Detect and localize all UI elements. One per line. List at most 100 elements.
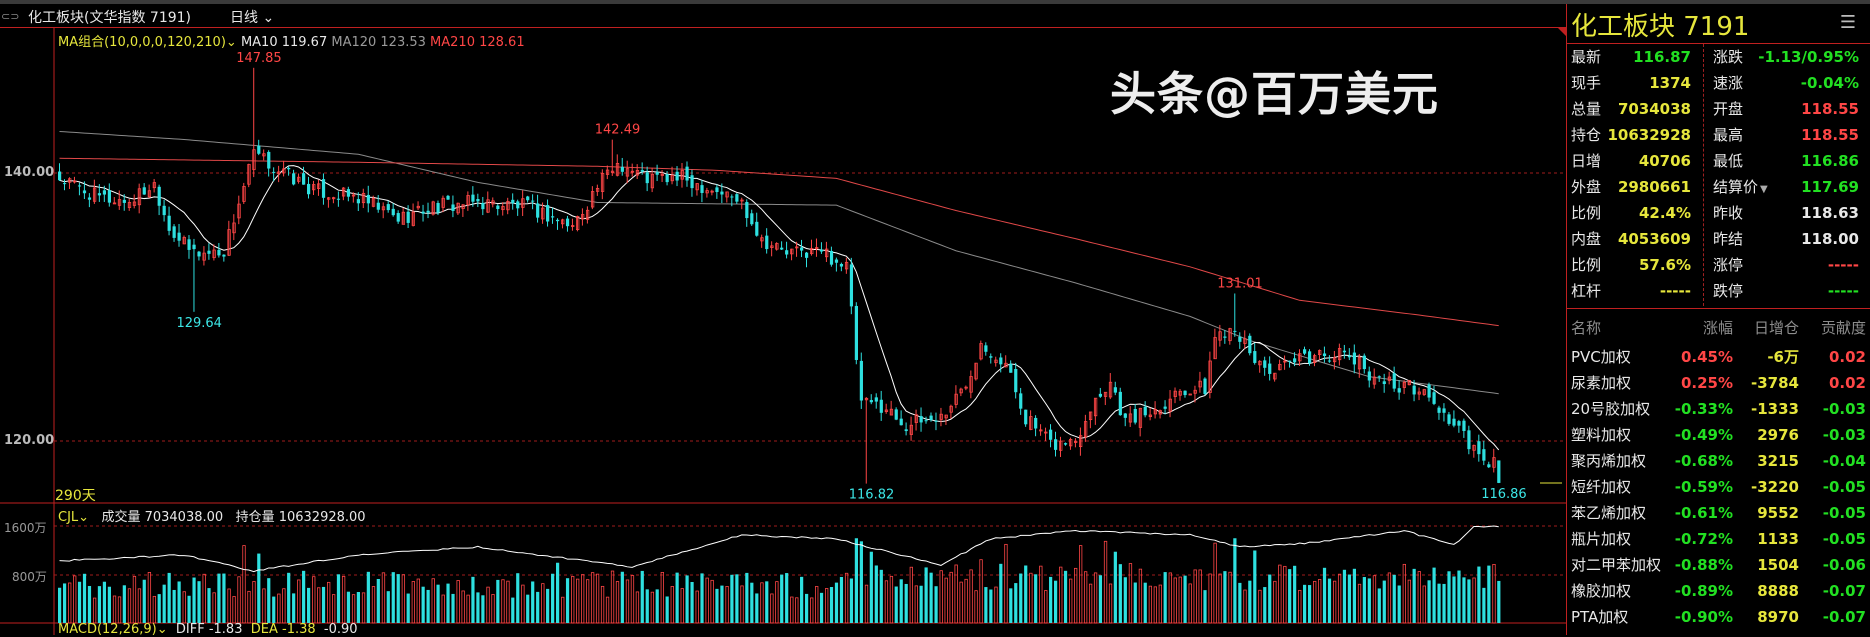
volume-bar bbox=[999, 563, 1003, 623]
candle-body bbox=[685, 166, 689, 181]
volume-bar bbox=[127, 588, 132, 624]
quote-label-group: 速涨 bbox=[1713, 70, 1743, 96]
list-item[interactable]: PTA加权 -0.90% 8970 -0.07 bbox=[1567, 604, 1870, 630]
item-change: -0.61% bbox=[1674, 504, 1733, 522]
candle-body bbox=[1079, 435, 1083, 448]
quote-value: 2980661 bbox=[1617, 178, 1691, 196]
candle-body bbox=[630, 170, 635, 173]
candle-body bbox=[1263, 360, 1267, 368]
col-contribution[interactable]: 贡献度 bbox=[1820, 319, 1866, 337]
candle-body bbox=[516, 201, 520, 209]
col-oi-change[interactable]: 日增仓 bbox=[1753, 319, 1799, 337]
list-item[interactable]: 短纤加权 -0.59% -3220 -0.05 bbox=[1567, 474, 1870, 500]
candle-body bbox=[795, 246, 799, 249]
kline-chart[interactable]: 147.85 129.64 142.49 131.01 116.82 116.86 bbox=[0, 0, 1566, 635]
list-item[interactable]: 聚丙烯加权 -0.68% 3215 -0.04 bbox=[1567, 448, 1870, 474]
list-item[interactable]: 塑料加权 -0.49% 2976 -0.03 bbox=[1567, 422, 1870, 448]
candle-body bbox=[954, 393, 958, 405]
volume-bar bbox=[1168, 572, 1172, 624]
chevron-down-icon[interactable]: ⌄ bbox=[156, 622, 168, 637]
caret-down-icon[interactable]: ▼ bbox=[1760, 184, 1768, 195]
candle-body bbox=[376, 202, 380, 210]
candle-body bbox=[1487, 464, 1491, 468]
volume-indicator-selector[interactable]: CJL bbox=[58, 510, 79, 525]
quote-label-group: 昨收 bbox=[1713, 200, 1743, 226]
candle-body bbox=[162, 205, 166, 216]
volume-bar bbox=[1268, 574, 1272, 623]
candle-body bbox=[336, 198, 341, 200]
candle-body bbox=[451, 204, 455, 211]
candle-body bbox=[964, 386, 968, 389]
candle-body bbox=[401, 211, 406, 225]
volume-bar bbox=[426, 589, 430, 623]
list-item[interactable]: 尿素加权 0.25% -3784 0.02 bbox=[1567, 370, 1870, 396]
candle-body bbox=[576, 216, 580, 231]
chevron-down-icon[interactable]: ⌄ bbox=[225, 35, 241, 50]
volume-bar bbox=[561, 596, 565, 624]
candle-body bbox=[327, 197, 331, 200]
volume-bar bbox=[1113, 551, 1117, 623]
candle-body bbox=[590, 191, 595, 208]
volume-bar bbox=[1387, 572, 1392, 624]
chevron-down-icon[interactable]: ⌄ bbox=[78, 510, 90, 525]
candle-body bbox=[989, 356, 993, 358]
volume-bar bbox=[1288, 569, 1292, 623]
volume-bar bbox=[1178, 576, 1182, 624]
candle-body bbox=[122, 199, 126, 203]
candle-body bbox=[441, 197, 445, 208]
volume-bar bbox=[366, 571, 370, 623]
volume-bar bbox=[302, 570, 306, 623]
volume-bar bbox=[750, 582, 754, 623]
candle-body bbox=[1233, 330, 1237, 332]
volume-bar bbox=[1283, 565, 1287, 624]
list-item[interactable]: 苯乙烯加权 -0.61% 9552 -0.05 bbox=[1567, 500, 1870, 526]
list-item[interactable]: 对二甲苯加权 -0.88% 1504 -0.06 bbox=[1567, 552, 1870, 578]
link-icon[interactable]: ⊂⊃ bbox=[1, 10, 20, 23]
volume-bar bbox=[1163, 572, 1167, 623]
candle-body bbox=[760, 237, 764, 242]
macd-indicator-selector[interactable]: MACD(12,26,9) bbox=[58, 622, 157, 637]
col-change[interactable]: 涨幅 bbox=[1702, 319, 1733, 337]
volume-bar bbox=[1228, 571, 1232, 624]
list-item[interactable]: 橡胶加权 -0.89% 8888 -0.07 bbox=[1567, 578, 1870, 604]
volume-bar bbox=[690, 581, 694, 623]
volume-bar bbox=[157, 594, 161, 623]
volume-bar bbox=[1347, 574, 1352, 623]
volume-bar bbox=[1103, 540, 1108, 624]
item-oi-change: 2976 bbox=[1757, 426, 1799, 444]
quote-label: 最新 bbox=[1571, 48, 1602, 66]
volume-bar bbox=[924, 567, 928, 623]
candle-body bbox=[1074, 440, 1078, 443]
volume-bar bbox=[222, 573, 226, 623]
menu-icon[interactable]: ☰ bbox=[1839, 12, 1856, 33]
quote-label: 昨收 bbox=[1713, 204, 1744, 222]
candle-body bbox=[252, 149, 256, 171]
volume-bar bbox=[336, 574, 341, 623]
candle-body bbox=[595, 187, 600, 192]
quote-label: 涨跌 bbox=[1713, 48, 1744, 66]
candle-body bbox=[351, 194, 356, 197]
candle-body bbox=[1447, 414, 1451, 424]
ma-group-selector[interactable]: MA组合(10,0,0,0,120,210) bbox=[58, 35, 226, 50]
candle-body bbox=[999, 357, 1003, 365]
volume-bar bbox=[58, 587, 62, 623]
chevron-down-icon: ⌄ bbox=[258, 10, 275, 26]
candle-body bbox=[546, 205, 550, 222]
candle-body bbox=[381, 206, 386, 211]
quote-label-group: 开盘 bbox=[1713, 96, 1743, 122]
volume-bar bbox=[1367, 578, 1371, 623]
col-name[interactable]: 名称 bbox=[1571, 319, 1602, 337]
quote-label-group: 结算价 ▼ bbox=[1713, 174, 1768, 203]
volume-bar bbox=[1372, 575, 1377, 624]
volume-bar bbox=[954, 564, 958, 624]
candle-body bbox=[436, 202, 440, 213]
volume-bar bbox=[486, 586, 490, 624]
volume-bar bbox=[247, 590, 251, 624]
period-selector[interactable]: 日线 ⌄ bbox=[230, 7, 274, 27]
volume-bar bbox=[391, 572, 395, 623]
high-label: 131.01 bbox=[1217, 276, 1263, 291]
list-item[interactable]: 瓶片加权 -0.72% 1133 -0.05 bbox=[1567, 526, 1870, 552]
list-item[interactable]: 20号胶加权 -0.33% -1333 -0.03 bbox=[1567, 396, 1870, 422]
list-item[interactable]: PVC加权 0.45% -6万 0.02 bbox=[1567, 344, 1870, 370]
item-name: 聚丙烯加权 bbox=[1571, 452, 1647, 470]
